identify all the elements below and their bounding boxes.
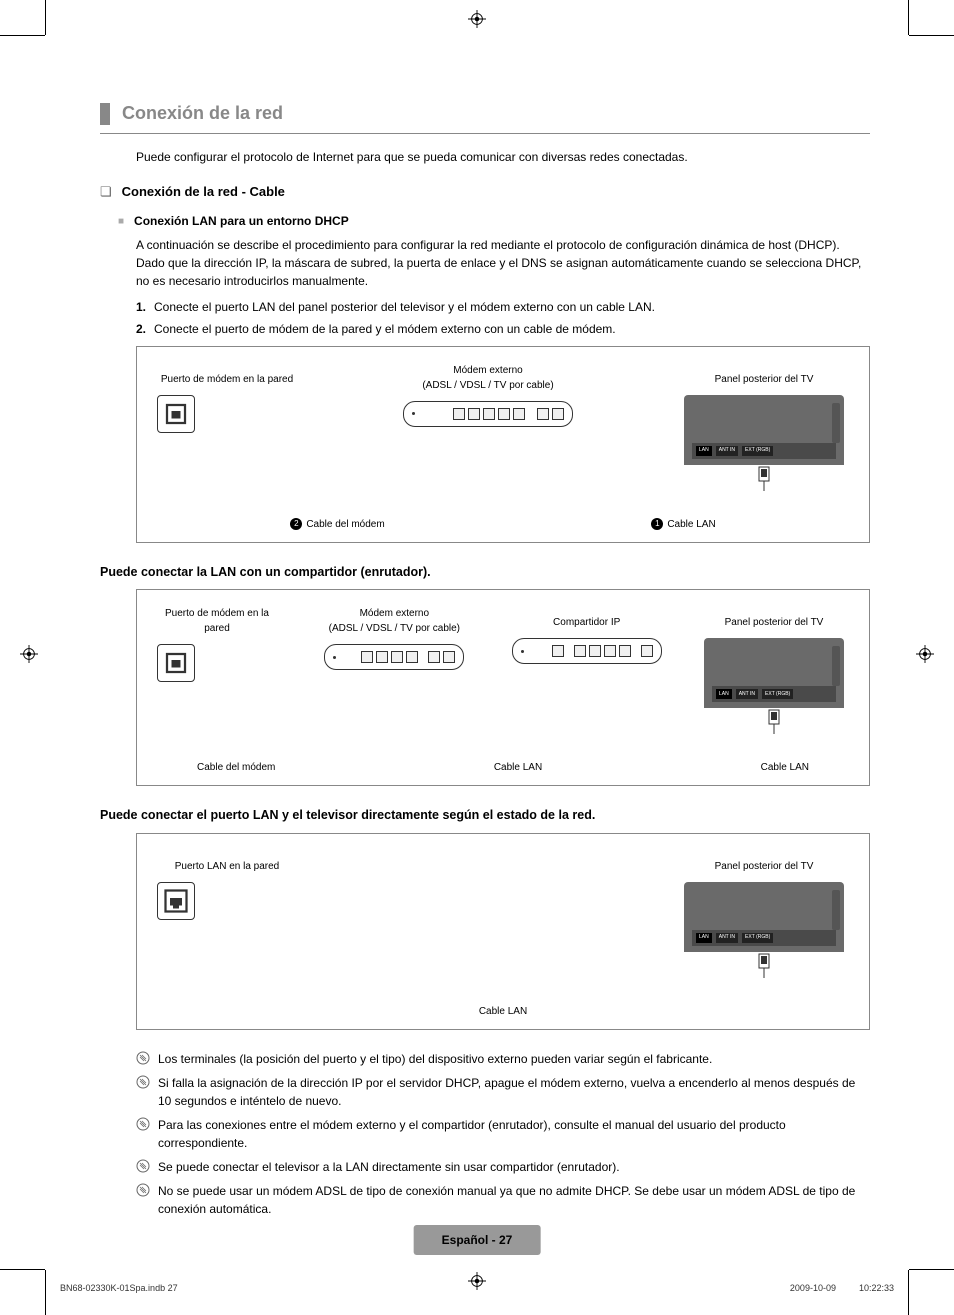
subsection-title: Conexión de la red - Cable [122,182,285,202]
section-title: Conexión de la red [122,100,283,127]
note-text: Los terminales (la posición del puerto y… [158,1050,712,1068]
crop-mark [908,0,909,35]
router-heading: Puede conectar la LAN con un compartidor… [100,563,870,582]
cable-label: Cable LAN [761,760,809,775]
circled-number-icon: 1 [651,518,663,530]
body-paragraph: A continuación se describe el procedimie… [136,236,870,290]
modem-icon [403,401,573,427]
note-text: Se puede conectar el televisor a la LAN … [158,1158,620,1176]
crop-mark [45,1270,46,1315]
lan-connector-icon [755,952,773,980]
step-number: 1. [136,298,146,316]
note-text: Si falla la asignación de la dirección I… [158,1074,870,1110]
tv-ext-port: EXT (RGB) [762,689,793,699]
circled-number-icon: 2 [290,518,302,530]
tv-ant-port: ANT IN [736,689,758,699]
crop-mark [0,35,45,36]
cable-label: Cable del módem [306,517,384,532]
wall-port-label: Puerto de módem en la pared [157,363,297,387]
wall-port-icon [157,395,195,433]
square-bullet-icon: ❏ [100,182,112,202]
footer-filename: BN68-02330K-01Spa.indb 27 [60,1282,178,1296]
tv-ext-port: EXT (RGB) [742,933,773,943]
note-icon [136,1183,150,1197]
step-text: Conecte el puerto LAN del panel posterio… [154,298,655,316]
footer-timestamp: 2009-10-09 10:22:33 [790,1282,894,1296]
tv-lan-port: LAN [696,933,712,943]
crop-mark [45,0,46,35]
note-text: No se puede usar un módem ADSL de tipo d… [158,1182,870,1218]
wall-lan-label: Puerto LAN en la pared [157,850,297,874]
cable-label: Cable LAN [494,760,542,775]
step-number: 2. [136,320,146,338]
modem-label: Módem externo [314,606,474,621]
section-title-bar [100,103,110,125]
crop-mark [909,35,954,36]
wall-port-label: Puerto de módem en la pared [157,606,277,636]
step-text: Conecte el puerto de módem de la pared y… [154,320,616,338]
ipshare-icon [512,638,662,664]
subsection2-title: Conexión LAN para un entorno DHCP [134,212,349,230]
lan-connector-icon [755,465,773,493]
wall-port-icon [157,644,195,682]
note-icon [136,1159,150,1173]
modem-sublabel: (ADSL / VDSL / TV por cable) [314,621,474,636]
registration-mark-icon [468,1272,486,1290]
square-small-bullet-icon: ■ [118,214,124,229]
wall-lan-port-icon [157,882,195,920]
note-icon [136,1075,150,1089]
tv-panel-label: Panel posterior del TV [679,850,849,874]
registration-mark-icon [916,645,934,663]
tv-ext-port: EXT (RGB) [742,446,773,456]
tv-lan-port: LAN [716,689,732,699]
diagram-direct: Puerto LAN en la pared Panel posterior d… [136,833,870,1030]
cable-label: Cable LAN [667,517,715,532]
page-number-badge: Español - 27 [414,1225,541,1255]
diagram-dhcp: Puerto de módem en la pared Módem extern… [136,346,870,543]
crop-mark [908,1270,909,1315]
cable-label: Cable del módem [197,760,275,775]
note-text: Para las conexiones entre el módem exter… [158,1116,870,1152]
cable-label: Cable LAN [479,1004,527,1019]
tv-panel-icon: LAN ANT IN EXT (RGB) [684,882,844,952]
crop-mark [0,1269,45,1270]
tv-panel-icon: LAN ANT IN EXT (RGB) [704,638,844,708]
tv-ant-port: ANT IN [716,933,738,943]
modem-icon [324,644,464,670]
diagram-router: Puerto de módem en la pared Módem extern… [136,589,870,786]
modem-sublabel: (ADSL / VDSL / TV por cable) [388,378,588,393]
registration-mark-icon [20,645,38,663]
modem-label: Módem externo [388,363,588,378]
crop-mark [909,1269,954,1270]
section-rule [100,133,870,134]
note-icon [136,1117,150,1131]
tv-panel-label: Panel posterior del TV [679,363,849,387]
direct-heading: Puede conectar el puerto LAN y el televi… [100,806,870,825]
tv-ant-port: ANT IN [716,446,738,456]
tv-lan-port: LAN [696,446,712,456]
lan-connector-icon [765,708,783,736]
note-icon [136,1051,150,1065]
tv-panel-icon: LAN ANT IN EXT (RGB) [684,395,844,465]
registration-mark-icon [468,10,486,28]
ipshare-label: Compartidor IP [512,606,662,630]
tv-panel-label: Panel posterior del TV [699,606,849,630]
intro-text: Puede configurar el protocolo de Interne… [136,148,870,166]
